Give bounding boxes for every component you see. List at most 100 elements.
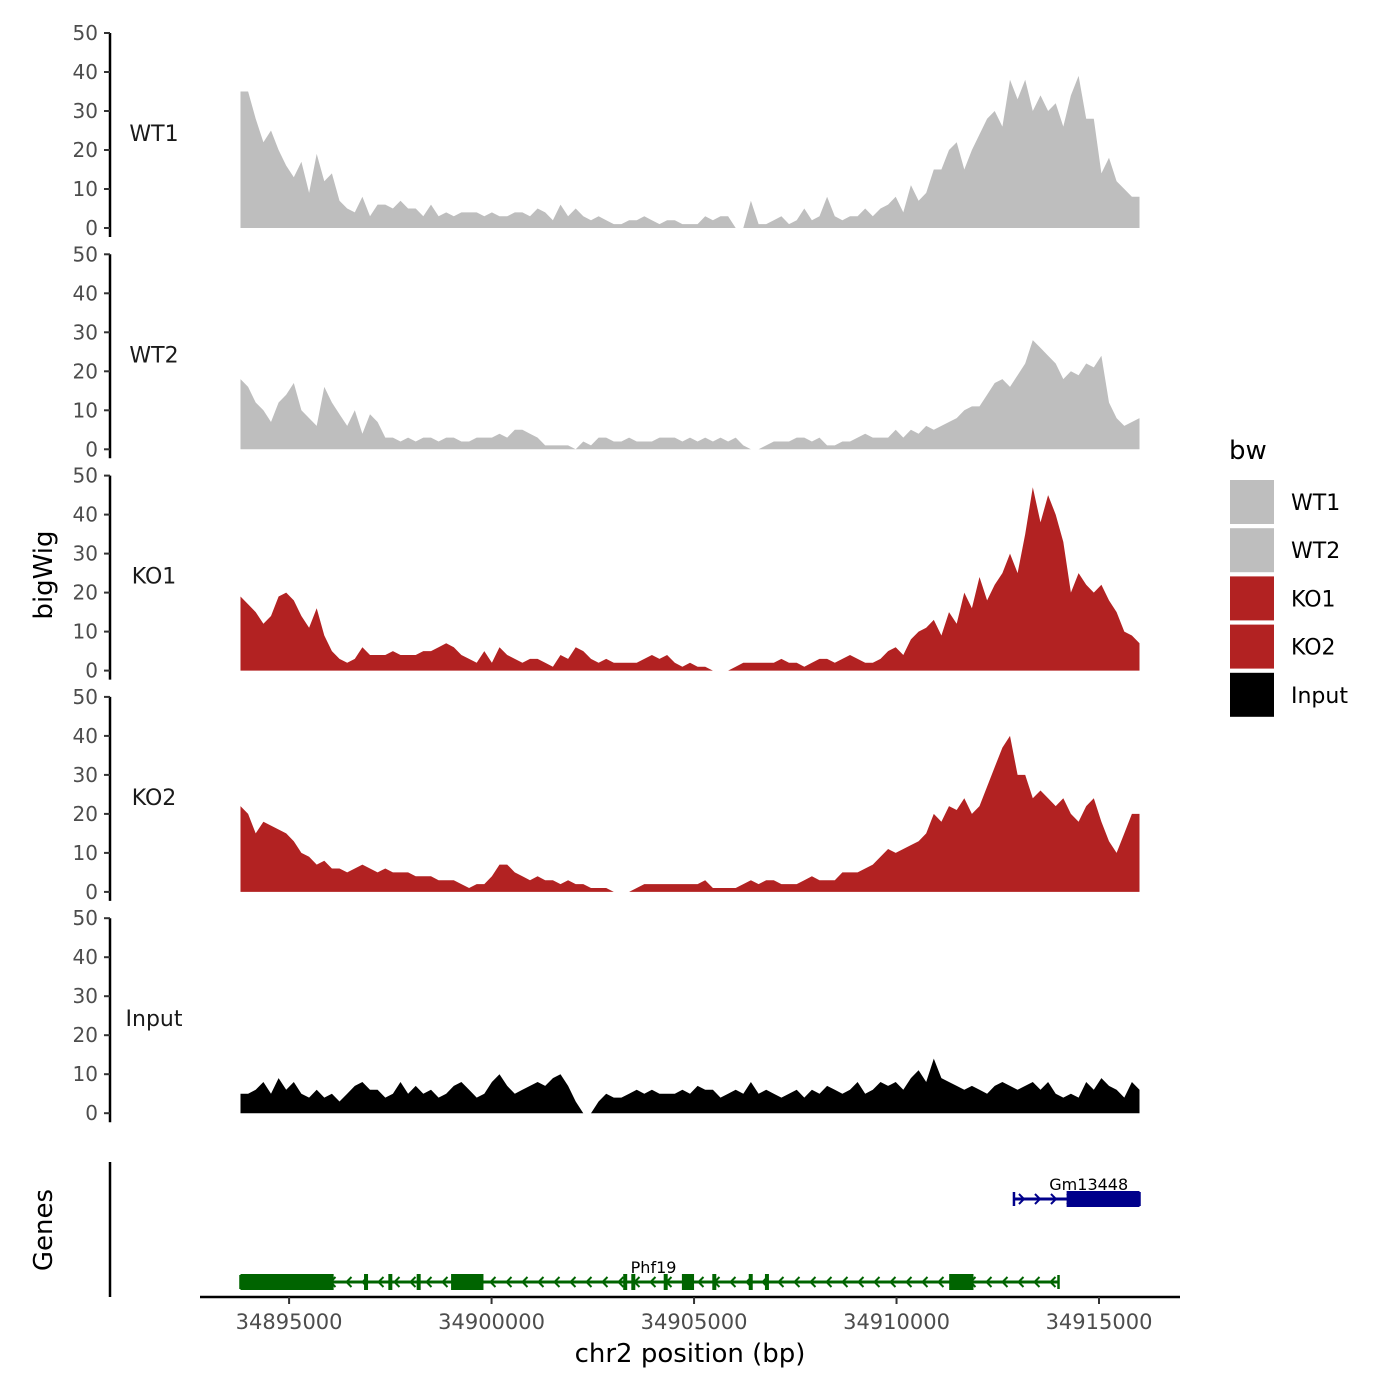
- track-label: WT1: [129, 122, 178, 147]
- strand-arrow: [505, 1276, 513, 1288]
- legend-label: KO2: [1291, 636, 1336, 661]
- legend-swatch: [1230, 528, 1274, 573]
- y-tick-label: 40: [73, 60, 98, 84]
- track-wt1: 0 10 20 30 40 50 WT1: [73, 21, 1140, 240]
- y-tick-label: 20: [73, 359, 98, 383]
- y-tick-label: 10: [73, 841, 98, 865]
- legend-entry-input: Input: [1230, 672, 1348, 717]
- strand-arrow: [1050, 1193, 1058, 1205]
- legend-swatch: [1230, 576, 1274, 621]
- strand-arrow: [585, 1276, 593, 1288]
- x-tick-label: 34905000: [641, 1310, 748, 1334]
- strand-arrow: [1033, 1276, 1041, 1288]
- strand-arrow: [921, 1276, 929, 1288]
- legend-entry-wt2: WT2: [1230, 528, 1340, 573]
- strand-arrow: [393, 1276, 401, 1288]
- signal-area-wt2: [240, 340, 1140, 450]
- strand-arrow: [857, 1276, 865, 1288]
- strand-arrow: [1018, 1193, 1026, 1205]
- track-ko1: 0 10 20 30 40 50 KO1: [73, 464, 1140, 683]
- strand-arrow: [889, 1276, 897, 1288]
- y-tick-label: 30: [73, 99, 98, 123]
- y-tick-label: 10: [73, 177, 98, 201]
- track-input: 0 10 20 30 40 50 Input: [73, 906, 1140, 1125]
- gene-gm13448: Gm13448: [1012, 1175, 1141, 1207]
- strand-arrow: [937, 1276, 945, 1288]
- x-tick-label: 34915000: [1046, 1310, 1153, 1334]
- strand-arrow: [841, 1276, 849, 1288]
- gene-exon-small: [631, 1274, 636, 1290]
- legend-label: KO1: [1291, 587, 1336, 612]
- gene-name-label: Phf19: [631, 1258, 677, 1277]
- strand-arrow: [697, 1276, 705, 1288]
- strand-arrow: [345, 1276, 353, 1288]
- legend-swatch: [1230, 672, 1274, 717]
- legend-title: bw: [1229, 436, 1267, 466]
- track-panels: 0 10 20 30 40 50 WT1 0 10 20 30 40 50 WT2 0 10 20 30 40 50 K…: [73, 21, 1140, 1125]
- y-tick-label: 50: [73, 685, 98, 709]
- strand-arrow: [985, 1276, 993, 1288]
- strand-arrow: [905, 1276, 913, 1288]
- gene-phf19: Phf19: [239, 1258, 1060, 1290]
- legend-label: WT2: [1291, 539, 1340, 564]
- gene-exon: [451, 1274, 484, 1290]
- gene-exon: [1066, 1191, 1140, 1207]
- signal-area-ko2: [240, 735, 1140, 892]
- x-tick-label: 34910000: [843, 1310, 950, 1334]
- y-tick-label: 0: [85, 880, 98, 904]
- strand-arrow: [825, 1276, 833, 1288]
- x-axis-label: chr2 position (bp): [575, 1339, 806, 1369]
- y-tick-label: 10: [73, 1062, 98, 1086]
- track-label: WT2: [129, 343, 178, 368]
- strand-arrow: [1001, 1276, 1009, 1288]
- legend-label: WT1: [1291, 491, 1340, 516]
- y-tick-label: 40: [73, 503, 98, 527]
- strand-arrow: [377, 1276, 385, 1288]
- strand-arrow: [441, 1276, 449, 1288]
- track-ko2: 0 10 20 30 40 50 KO2: [73, 685, 1140, 904]
- strand-arrow: [793, 1276, 801, 1288]
- strand-arrow: [521, 1276, 529, 1288]
- y-axis-label: bigWig: [29, 530, 59, 619]
- y-tick-label: 0: [85, 1101, 98, 1125]
- gene-exon-small: [388, 1274, 393, 1290]
- genes-panel: Gm13448 Phf19: [108, 1162, 1141, 1297]
- gene-exon: [681, 1274, 695, 1290]
- legend: bw WT1 WT2 KO1 KO2 Input: [1229, 436, 1348, 717]
- strand-arrow: [409, 1276, 417, 1288]
- y-tick-label: 20: [73, 581, 98, 605]
- gene-exon-small: [364, 1274, 369, 1290]
- strand-arrow: [1049, 1276, 1057, 1288]
- signal-area-input: [240, 1058, 1140, 1114]
- strand-arrow: [425, 1276, 433, 1288]
- legend-entry-wt1: WT1: [1230, 480, 1340, 524]
- signal-area-wt1: [240, 75, 1140, 229]
- strand-arrow: [537, 1276, 545, 1288]
- signal-area-ko1: [240, 487, 1140, 671]
- strand-arrow: [649, 1276, 657, 1288]
- y-tick-label: 50: [73, 242, 98, 266]
- strand-arrow: [1017, 1276, 1025, 1288]
- x-tick-label: 34900000: [438, 1310, 545, 1334]
- track-label: KO1: [132, 565, 177, 590]
- strand-arrow: [569, 1276, 577, 1288]
- strand-arrow: [873, 1276, 881, 1288]
- y-tick-label: 50: [73, 464, 98, 488]
- gene-exon-small: [764, 1274, 769, 1290]
- x-axis: 34895000 34900000 34905000 34910000 34915000: [200, 1295, 1180, 1334]
- y-tick-label: 0: [85, 216, 98, 240]
- gene-exon-small: [623, 1274, 628, 1290]
- legend-entry-ko1: KO1: [1230, 576, 1336, 621]
- strand-arrow: [809, 1276, 817, 1288]
- strand-arrow: [1034, 1193, 1042, 1205]
- y-tick-label: 0: [85, 437, 98, 461]
- y-tick-label: 40: [73, 724, 98, 748]
- gene-exon-small: [416, 1274, 421, 1290]
- strand-arrow: [553, 1276, 561, 1288]
- track-label: Input: [126, 1007, 183, 1032]
- legend-swatch: [1230, 480, 1274, 524]
- gene-exon: [949, 1274, 974, 1290]
- strand-arrow: [489, 1276, 497, 1288]
- y-tick-label: 20: [73, 802, 98, 826]
